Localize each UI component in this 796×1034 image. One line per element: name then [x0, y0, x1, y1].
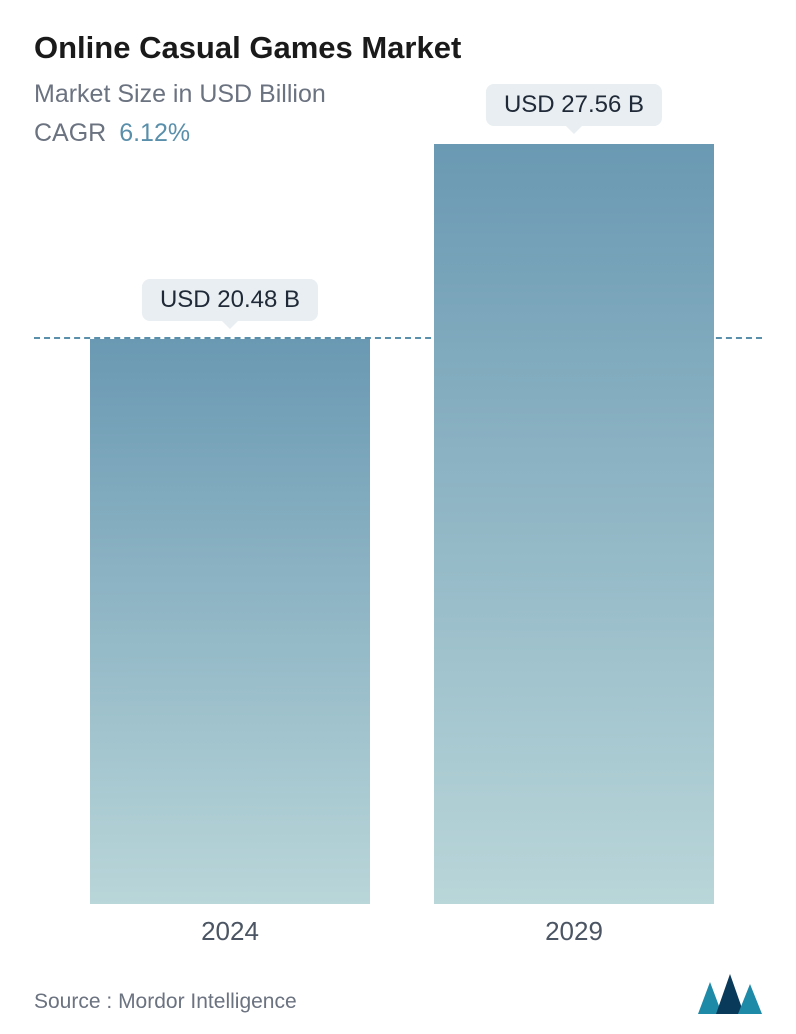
cagr-label: CAGR: [34, 119, 106, 147]
chart-footer: Source : Mordor Intelligence: [34, 974, 762, 1014]
chart-container: Online Casual Games Market Market Size i…: [0, 0, 796, 1034]
x-axis-label-2024: 2024: [90, 916, 370, 947]
bar-fill: [90, 339, 370, 904]
chart-title: Online Casual Games Market: [34, 30, 762, 66]
source-attribution: Source : Mordor Intelligence: [34, 990, 297, 1014]
source-label: Source :: [34, 990, 112, 1013]
cagr-value: 6.12%: [119, 119, 190, 147]
bar-2024: USD 20.48 B: [90, 339, 370, 904]
mordor-logo-icon: [698, 974, 762, 1014]
bar-2029: USD 27.56 B: [434, 144, 714, 904]
bar-fill: [434, 144, 714, 904]
x-axis-labels: 2024 2029: [34, 916, 762, 952]
chart-plot-area: USD 20.48 BUSD 27.56 B: [34, 166, 762, 904]
value-pill-2024: USD 20.48 B: [142, 279, 318, 321]
source-name: Mordor Intelligence: [118, 990, 297, 1013]
x-axis-label-2029: 2029: [434, 916, 714, 947]
value-pill-2029: USD 27.56 B: [486, 84, 662, 126]
